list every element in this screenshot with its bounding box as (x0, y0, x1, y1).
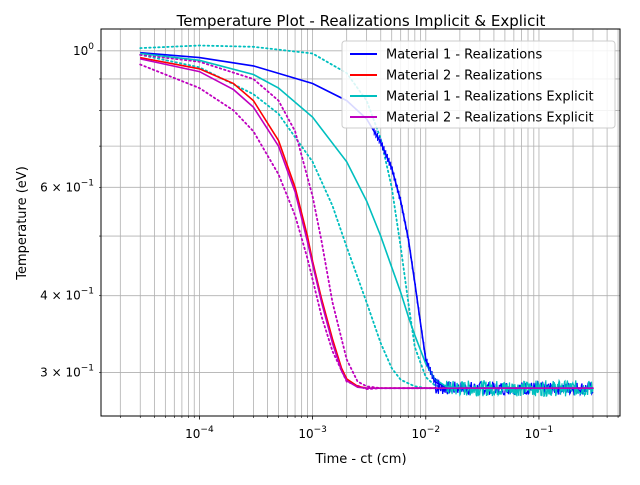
x-tick-label: 10−4 (185, 425, 214, 441)
y-tick-label: 100 (73, 42, 94, 58)
plot-frame (100, 28, 621, 417)
x-tick-label: 10−1 (525, 425, 554, 441)
y-tick-label: 3 × 10−1 (40, 364, 94, 380)
y-tick-label: 4 × 10−1 (40, 287, 94, 303)
x-tick-label: 10−3 (298, 425, 327, 441)
legend-entry-label: Material 2 - Realizations Explicit (386, 111, 594, 126)
lower-bound-line (139, 53, 594, 390)
legend-box (341, 40, 616, 129)
y-tick-label: 6 × 10−1 (40, 178, 94, 194)
x-tick-label: 10−2 (412, 425, 441, 441)
y-axis-label: Temperature (eV) (15, 166, 30, 281)
x-axis-label: Time - ct (cm) (314, 452, 406, 467)
series-line-4 (140, 58, 593, 389)
plot-area (139, 44, 594, 398)
legend: Material 1 - Realizations Material 2 - Re… (341, 40, 616, 129)
legend-entry-label: Material 1 - Realizations (386, 48, 543, 63)
chart-title: Temperature Plot - Realizations Implicit… (176, 12, 546, 30)
legend-entry-label: Material 1 - Realizations Explicit (386, 90, 594, 105)
upper-bound-line (139, 44, 594, 390)
legend-entry-label: Material 2 - Realizations (386, 69, 543, 84)
axis-ticks: 10−4 10−3 10−2 10−1 3 × 10−1 4 × 10−1 6 × 10−1… (40, 42, 619, 441)
